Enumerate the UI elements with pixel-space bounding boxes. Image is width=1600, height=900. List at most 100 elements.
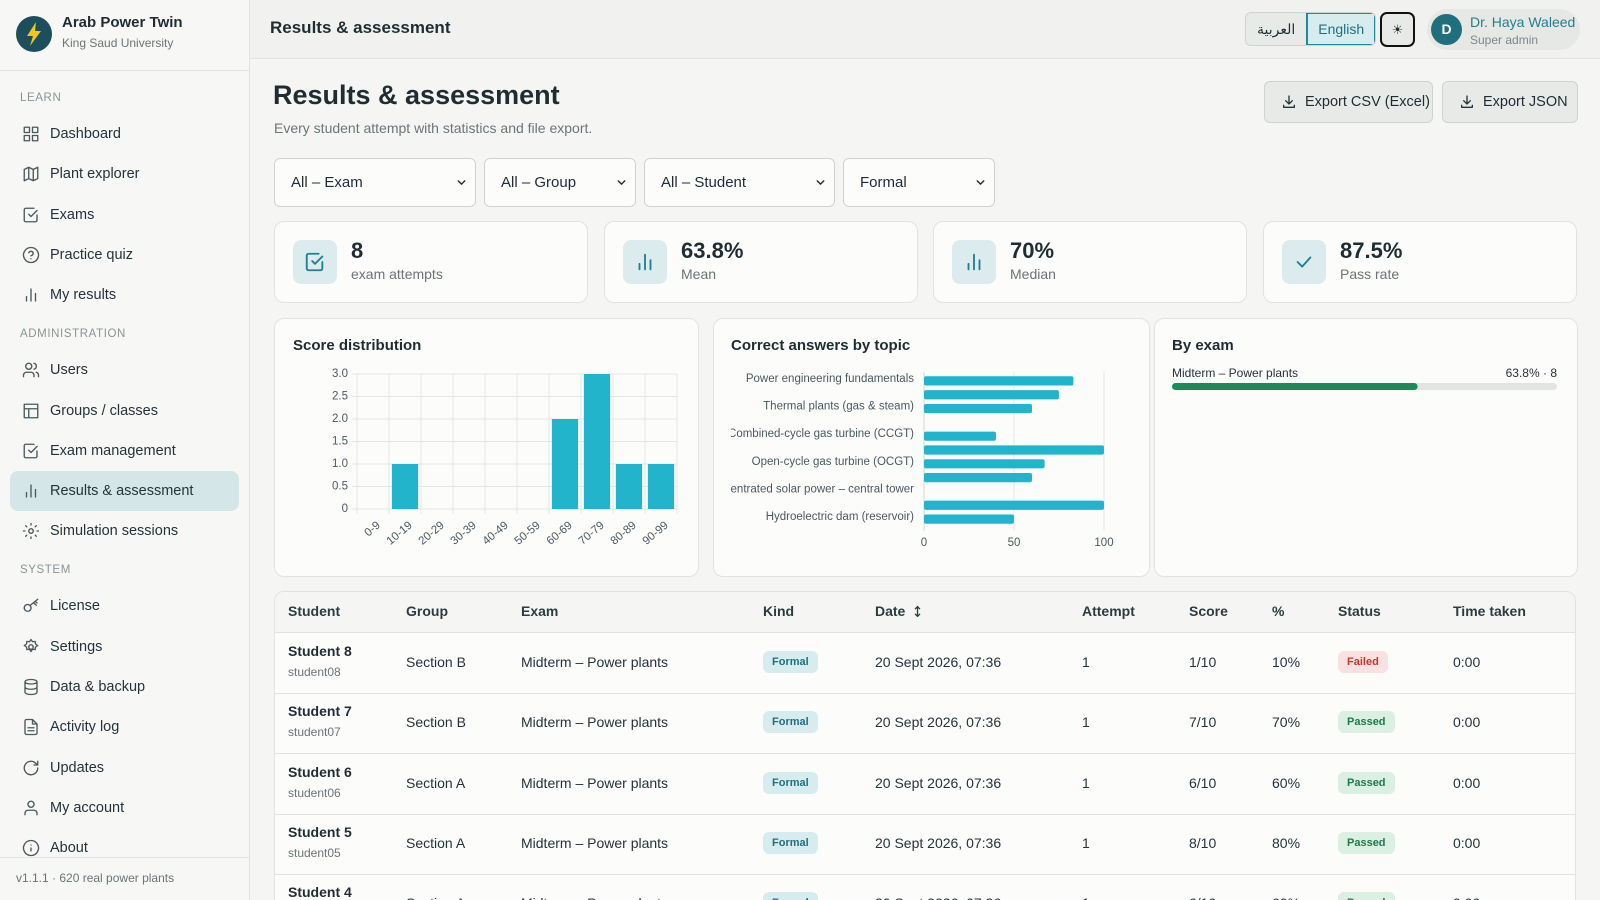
- status-badge: Passed: [1338, 892, 1395, 900]
- cell-percent: 60%: [1272, 895, 1300, 900]
- column-header[interactable]: Date: [875, 603, 921, 619]
- table-row: [275, 633, 1575, 694]
- icon-path: [915, 605, 921, 618]
- bar: [924, 390, 1059, 400]
- nav-item[interactable]: Exams: [10, 195, 239, 235]
- nav-item[interactable]: My account: [10, 788, 239, 828]
- cell-attempt: 1: [1082, 774, 1090, 791]
- nav-label: Dashboard: [50, 126, 121, 142]
- x-tick-label: 60-69: [545, 519, 575, 547]
- cell-score: 6/10: [1189, 774, 1217, 791]
- bar: [551, 419, 579, 509]
- cell-time: 0:00: [1453, 834, 1481, 851]
- icon: [1461, 95, 1473, 108]
- bar: [924, 514, 1014, 524]
- icon-path: [23, 166, 39, 182]
- brand-subtitle: King Saud University: [62, 36, 174, 50]
- nav-item[interactable]: My results: [10, 275, 239, 315]
- icon-path: [25, 484, 37, 498]
- language-option[interactable]: العربية: [1257, 21, 1296, 37]
- icon: [23, 403, 39, 418]
- nav-item[interactable]: Data & backup: [10, 667, 239, 707]
- table-row: [275, 754, 1575, 815]
- x-tick-label: 0: [921, 537, 927, 549]
- language-option[interactable]: English: [1306, 13, 1376, 45]
- x-tick-label: 50-59: [513, 519, 543, 547]
- user-menu[interactable]: D Dr. Haya Waleed Super admin: [1427, 9, 1580, 50]
- icon: [22, 246, 40, 263]
- theme-toggle[interactable]: ☀: [1380, 12, 1415, 47]
- y-tick-label: 2.5: [332, 391, 348, 403]
- icon: [24, 678, 38, 696]
- icon-path: [638, 253, 652, 271]
- nav-item[interactable]: Results & assessment: [10, 471, 239, 512]
- nav-item[interactable]: Settings: [10, 627, 239, 667]
- nav-heading: ADMINISTRATION: [20, 328, 126, 341]
- column-label: Kind: [763, 603, 795, 619]
- nav-item[interactable]: License: [10, 586, 239, 626]
- stat-label: Mean: [681, 266, 717, 282]
- y-tick-label: Power engineering fundamentals: [746, 373, 914, 385]
- cell-date: 20 Sept 2026, 07:36: [875, 895, 1001, 900]
- nav-label: Settings: [50, 638, 103, 655]
- student-username: student08: [288, 665, 341, 679]
- bar: [924, 431, 996, 441]
- kind-badge: Formal: [763, 711, 818, 734]
- chart-card: [1154, 318, 1578, 577]
- export-button[interactable]: Export CSV (Excel): [1264, 81, 1433, 123]
- cell-score: 6/10: [1189, 895, 1216, 900]
- stat-value: 70%: [1010, 238, 1055, 263]
- x-tick-label: 90-99: [641, 519, 671, 547]
- nav-label: Exams: [50, 206, 95, 223]
- column-label: Student: [288, 603, 341, 619]
- column-header: Student: [288, 603, 340, 619]
- nav-item[interactable]: Exam management: [10, 431, 239, 471]
- nav-item[interactable]: Users: [10, 350, 239, 390]
- icon: [816, 180, 825, 185]
- nav-item[interactable]: Updates: [10, 748, 239, 788]
- bar: [924, 376, 1074, 386]
- table-row: [275, 693, 1575, 755]
- column-header: Score: [1189, 603, 1228, 619]
- button-label: Export CSV (Excel): [1305, 94, 1430, 110]
- nav-item[interactable]: Groups / classes: [10, 391, 239, 431]
- stat-icon: [623, 240, 667, 284]
- filter-select[interactable]: All – Exam: [274, 158, 476, 207]
- value-label: 63.8% · 8: [1506, 366, 1558, 380]
- button-label: Export JSON: [1483, 94, 1568, 110]
- filter-select[interactable]: All – Group: [484, 158, 636, 207]
- icon: [976, 180, 985, 185]
- cell-group: Section B: [406, 654, 466, 670]
- y-tick-label: 0: [342, 503, 348, 515]
- nav-item[interactable]: Practice quiz: [10, 235, 239, 275]
- icon: [967, 253, 981, 271]
- icon: [22, 523, 40, 540]
- icon: [1283, 95, 1295, 108]
- y-tick-label: Concentrated solar power – central tower: [704, 483, 914, 495]
- filter-select[interactable]: All – Student: [644, 158, 835, 207]
- nav-item[interactable]: About: [10, 828, 239, 868]
- version-footer: v1.1.1 · 620 real power plants: [16, 871, 175, 885]
- divider: [0, 857, 249, 858]
- y-tick-label: 0.5: [332, 481, 348, 493]
- export-button[interactable]: Export JSON: [1442, 81, 1578, 123]
- icon: [23, 166, 39, 182]
- filter-value: Formal: [860, 174, 907, 191]
- cell-percent: 60%: [1272, 774, 1301, 791]
- nav-item[interactable]: Activity log: [10, 707, 239, 747]
- x-tick-label: 100: [1094, 537, 1113, 549]
- cell-exam: Midterm – Power plants: [521, 714, 669, 731]
- icon-path: [24, 719, 38, 736]
- cell-date: 20 Sept 2026, 07:36: [875, 714, 1002, 731]
- cell-attempt: 1: [1082, 714, 1090, 731]
- icon-path: [1283, 95, 1295, 108]
- filter-select[interactable]: Formal: [843, 158, 995, 207]
- icon-path: [23, 760, 39, 776]
- nav-item[interactable]: Plant explorer: [10, 154, 239, 194]
- cell-exam: Midterm – Power plants: [521, 895, 668, 900]
- bar: [924, 473, 1032, 483]
- nav-item[interactable]: Simulation sessions: [10, 511, 239, 551]
- y-tick-label: 1.0: [332, 458, 348, 470]
- x-tick-label: 20-29: [417, 519, 447, 547]
- nav-item[interactable]: Dashboard: [10, 114, 239, 154]
